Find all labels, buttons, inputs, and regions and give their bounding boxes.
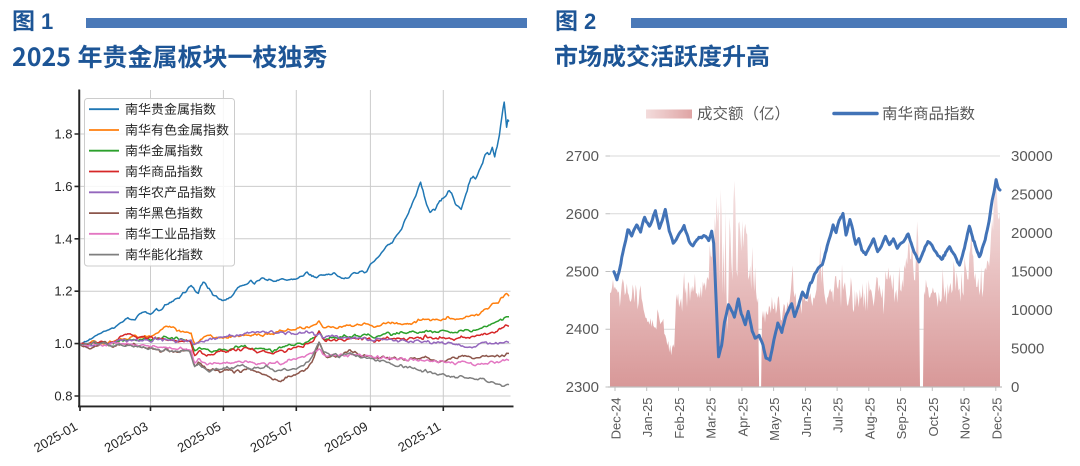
svg-text:Nov-25: Nov-25	[958, 398, 973, 440]
svg-text:2025-03: 2025-03	[102, 419, 151, 456]
svg-text:1.4: 1.4	[54, 231, 72, 246]
svg-text:1.6: 1.6	[54, 179, 72, 194]
svg-text:Sep-25: Sep-25	[894, 398, 909, 440]
svg-text:Dec-25: Dec-25	[989, 398, 1004, 440]
svg-text:2025-11: 2025-11	[395, 419, 443, 455]
svg-text:10000: 10000	[1011, 302, 1053, 319]
svg-text:2600: 2600	[566, 206, 599, 223]
svg-text:Mar-25: Mar-25	[704, 398, 719, 439]
svg-text:2025-09: 2025-09	[322, 419, 371, 456]
svg-text:25000: 25000	[1011, 187, 1053, 204]
svg-text:2300: 2300	[566, 379, 599, 396]
svg-text:1.0: 1.0	[54, 336, 72, 351]
svg-text:Jul-25: Jul-25	[831, 398, 846, 433]
svg-text:Dec-24: Dec-24	[609, 398, 624, 440]
svg-text:Apr-25: Apr-25	[735, 398, 750, 437]
svg-text:Aug-25: Aug-25	[862, 398, 877, 440]
svg-text:2025-05: 2025-05	[175, 419, 224, 456]
svg-text:1: 1	[41, 9, 53, 34]
svg-text:1.2: 1.2	[54, 284, 72, 299]
svg-text:30000: 30000	[1011, 148, 1053, 165]
svg-text:Jan-25: Jan-25	[640, 398, 655, 438]
svg-text:2: 2	[584, 9, 596, 34]
svg-text:2700: 2700	[566, 148, 599, 165]
svg-text:Jun-25: Jun-25	[799, 398, 814, 438]
svg-text:2025-07: 2025-07	[247, 419, 296, 456]
svg-text:2400: 2400	[566, 321, 599, 338]
svg-text:5000: 5000	[1011, 341, 1044, 358]
svg-text:2025-01: 2025-01	[31, 419, 80, 456]
svg-text:15000: 15000	[1011, 264, 1053, 281]
svg-text:0: 0	[1011, 379, 1019, 396]
svg-text:1.8: 1.8	[54, 127, 72, 142]
svg-text:2500: 2500	[566, 264, 599, 281]
svg-text:Feb-25: Feb-25	[672, 398, 687, 439]
svg-text:May-25: May-25	[767, 398, 782, 441]
svg-text:Oct-25: Oct-25	[926, 398, 941, 437]
svg-text:20000: 20000	[1011, 225, 1053, 242]
svg-text:0.8: 0.8	[54, 389, 72, 404]
